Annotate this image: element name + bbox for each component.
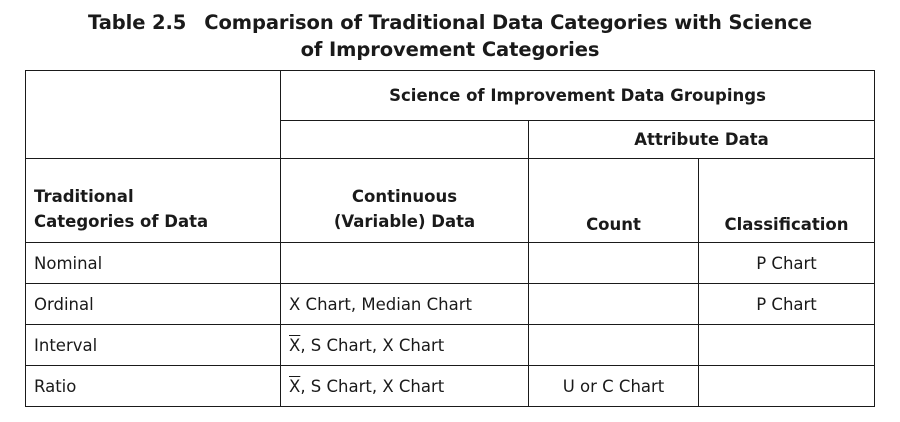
row-count: U or C Chart — [528, 365, 699, 407]
row-category: Nominal — [25, 242, 281, 284]
table-title-line-1: Table 2.5 Comparison of Traditional Data … — [0, 9, 900, 36]
header-attribute-data: Attribute Data — [527, 120, 876, 159]
header-count: Count — [528, 158, 699, 243]
table-row: Nominal P Chart — [25, 242, 876, 284]
x-bar-symbol: X — [289, 376, 301, 396]
header-blank-cell — [25, 70, 281, 159]
comparison-table: Science of Improvement Data Groupings At… — [25, 70, 876, 407]
row-continuous: X Chart, Median Chart — [280, 283, 529, 325]
row-continuous-text: , S Chart, X Chart — [300, 335, 445, 355]
row-classification: P Chart — [697, 242, 876, 284]
header-row-groupings: Science of Improvement Data Groupings — [25, 70, 876, 159]
table-row: Ratio X, S Chart, X Chart U or C Chart — [25, 365, 876, 407]
row-count — [528, 324, 699, 366]
row-category: Ratio — [25, 365, 281, 407]
header-continuous-line-1: Continuous — [351, 187, 458, 206]
header-continuous-blank — [280, 120, 529, 159]
row-count — [528, 283, 699, 325]
row-classification: P Chart — [697, 283, 876, 325]
row-category: Ordinal — [25, 283, 281, 325]
row-category: Interval — [25, 324, 281, 366]
table-title-line-2: of Improvement Categories — [300, 38, 600, 61]
table-title-text-1: Comparison of Traditional Data Categorie… — [204, 11, 812, 34]
x-bar-symbol: X — [289, 335, 301, 355]
header-classification: Classification — [697, 158, 876, 243]
header-continuous: Continuous (Variable) Data — [280, 158, 529, 243]
table-row: Interval X, S Chart, X Chart — [25, 324, 876, 366]
header-groupings: Science of Improvement Data Groupings — [279, 70, 876, 121]
row-classification — [697, 365, 876, 407]
row-continuous — [280, 242, 529, 284]
row-continuous-text: X Chart, Median Chart — [289, 294, 472, 314]
row-classification — [697, 324, 876, 366]
row-continuous: X, S Chart, X Chart — [280, 324, 529, 366]
header-row-columns: Traditional Categories of Data Continuou… — [25, 158, 876, 243]
header-traditional-line-1: Traditional — [34, 187, 134, 206]
header-traditional: Traditional Categories of Data — [25, 158, 281, 243]
row-continuous: X, S Chart, X Chart — [280, 365, 529, 407]
table-row: Ordinal X Chart, Median Chart P Chart — [25, 283, 876, 325]
header-continuous-line-2: (Variable) Data — [333, 212, 476, 231]
header-traditional-line-2: Categories of Data — [34, 212, 209, 231]
row-continuous-text: , S Chart, X Chart — [300, 376, 445, 396]
table-title: Table 2.5 Comparison of Traditional Data … — [0, 9, 900, 63]
row-count — [528, 242, 699, 284]
table-number: Table 2.5 — [88, 11, 187, 34]
